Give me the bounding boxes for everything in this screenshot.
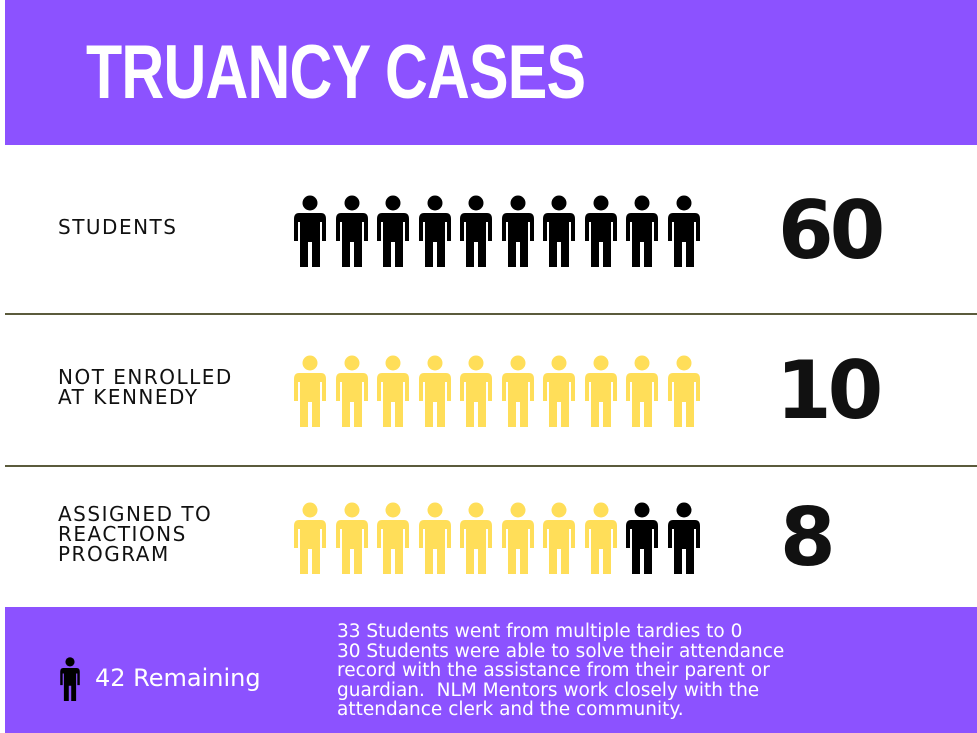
note-line: guardian. NLM Mentors work closely with … [337, 679, 760, 701]
person-icon [418, 502, 451, 574]
person-icon [294, 355, 326, 427]
person-icon [501, 355, 534, 427]
person-icon [584, 195, 617, 267]
person-icon [335, 355, 368, 427]
label-line: NOT ENROLLED [58, 365, 233, 389]
person-icon [584, 502, 617, 574]
person-icon [335, 195, 368, 267]
person-icon [584, 355, 617, 427]
remaining: 42 Remaining [95, 664, 261, 692]
label-line: PROGRAM [58, 541, 170, 566]
row-value: 60 [778, 184, 885, 277]
person-icon [418, 195, 451, 267]
footer-band [5, 607, 977, 733]
note-line: 30 Students were able to solve their att… [337, 640, 785, 662]
row-value: 8 [780, 490, 836, 584]
person-icon [501, 502, 534, 574]
person-icon [377, 502, 409, 574]
person-icon [626, 502, 658, 574]
person-icon [377, 195, 409, 267]
person-icon [294, 502, 326, 574]
person-icon [667, 502, 700, 574]
person-icon [667, 355, 700, 427]
person-icon [418, 355, 451, 427]
person-icon [667, 195, 700, 267]
row-label: STUDENTS [58, 217, 177, 237]
person-icon [543, 502, 575, 574]
person-icon [626, 355, 658, 427]
header-band [5, 0, 977, 145]
note-line: 33 Students went from multiple tardies t… [337, 621, 743, 642]
person-icon [460, 195, 492, 267]
label-line: STUDENTS [58, 215, 178, 239]
person-icon [543, 195, 575, 267]
person-icon [460, 355, 492, 427]
row-value: 10 [776, 344, 883, 437]
person-icon [335, 502, 368, 574]
person-icon [60, 657, 80, 701]
note-line: attendance clerk and the community. [337, 699, 684, 720]
row-label: NOT ENROLLED AT KENNEDY [58, 367, 233, 407]
note-line: record with the assistance from their pa… [337, 660, 770, 681]
row-label: ASSIGNED TO REACTIONS PROGRAM [58, 504, 212, 564]
person-icon [294, 195, 326, 267]
person-icon [543, 355, 575, 427]
divider [5, 465, 977, 467]
person-icon [501, 195, 534, 267]
title: TRUANCY CASES [86, 30, 586, 115]
note: 33 Students went from multiple tardies t… [337, 622, 784, 720]
divider [5, 313, 977, 315]
person-icon [626, 195, 658, 267]
label-line: AT KENNEDY [58, 385, 199, 409]
person-icon [460, 502, 492, 574]
person-icon [377, 355, 409, 427]
label-line: REACTIONS [58, 521, 187, 546]
label-line: ASSIGNED TO [58, 501, 213, 526]
